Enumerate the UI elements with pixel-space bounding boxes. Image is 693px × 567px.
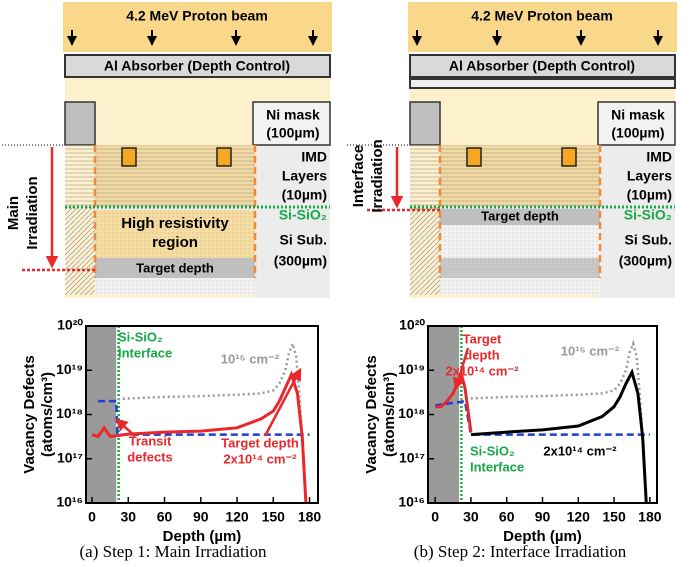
irradiation-label: Irradiation	[24, 176, 41, 249]
y-tick-label: 10²⁰	[399, 317, 425, 333]
annotation: depth	[464, 347, 499, 362]
x-tick-label: 120	[225, 509, 249, 525]
series-line	[471, 372, 646, 503]
irradiation-label: Irradiation	[369, 139, 386, 212]
si-sio2-label: Si-SiO₂	[624, 207, 672, 223]
deep-dots	[440, 258, 600, 278]
series-label: 2x10¹⁴ cm⁻²	[543, 443, 617, 458]
target-label: Target depth	[481, 208, 559, 223]
ni-mask-left	[410, 102, 440, 145]
metal-pad	[467, 148, 481, 166]
y-axis-label: (atoms/cm³)	[381, 372, 398, 457]
absorber-label: Al Absorber (Depth Control)	[449, 58, 635, 74]
region-label: High resistivity	[121, 215, 229, 232]
si-sub-label: Si Sub.	[625, 232, 672, 248]
x-tick-label: 150	[262, 509, 286, 525]
y-tick-label: 10²⁰	[57, 317, 83, 333]
imd-label: (10µm)	[282, 187, 327, 203]
si-sio2-label: Si-SiO₂	[279, 207, 327, 223]
y-tick-label: 10¹⁶	[56, 494, 83, 510]
sub-side	[65, 207, 95, 295]
imd-label: Layers	[627, 168, 672, 184]
sub-side	[410, 207, 440, 295]
metal-pad	[562, 148, 576, 166]
series-line	[98, 344, 306, 503]
annotation: 2x10¹⁴ cm⁻²	[223, 451, 297, 466]
x-tick-label: 0	[88, 509, 96, 525]
annotation: Si-SiO₂	[118, 329, 163, 344]
y-tick-label: 10¹⁷	[399, 449, 425, 465]
y-tick-label: 10¹⁷	[57, 449, 83, 465]
series-label: 10¹⁵ cm⁻²	[561, 343, 620, 358]
imd-label: IMD	[646, 149, 672, 165]
metal-pad	[217, 148, 231, 166]
y-tick-label: 10¹⁸	[56, 405, 83, 421]
series-label: 10¹⁵ cm⁻²	[221, 351, 280, 366]
metal-pad	[122, 148, 136, 166]
y-tick-label: 10¹⁹	[398, 361, 425, 377]
ni-mask-label: (100µm)	[611, 125, 664, 141]
x-tick-label: 30	[121, 509, 137, 525]
x-tick-label: 180	[638, 509, 662, 525]
x-tick-label: 90	[193, 509, 209, 525]
x-tick-label: 0	[431, 509, 439, 525]
y-axis-label: Vacancy Defects	[363, 355, 380, 473]
imd-label: Layers	[282, 168, 327, 184]
si-sub-label: (300µm)	[274, 253, 327, 269]
target-label: Target depth	[136, 260, 214, 275]
ni-mask-label: (100µm)	[266, 125, 319, 141]
si-sub-label: Si Sub.	[280, 232, 327, 248]
x-tick-label: 180	[298, 509, 322, 525]
y-axis-label: (atoms/cm³)	[39, 372, 56, 457]
y-tick-label: 10¹⁸	[398, 405, 425, 421]
x-tick-label: 90	[535, 509, 551, 525]
si-sub-label: (300µm)	[619, 253, 672, 269]
x-tick-label: 60	[157, 509, 173, 525]
absorber-label: Al Absorber (Depth Control)	[104, 58, 290, 74]
imd-label: (10µm)	[627, 187, 672, 203]
annotation: defects	[127, 449, 173, 464]
x-tick-label: 30	[463, 509, 479, 525]
ni-mask-label: Ni mask	[611, 107, 665, 123]
ni-mask-label: Ni mask	[266, 107, 320, 123]
imd-side	[410, 145, 440, 207]
irradiation-label: Main	[5, 196, 22, 230]
region-label: region	[152, 234, 198, 251]
ni-mask-left	[65, 102, 95, 145]
y-tick-label: 10¹⁹	[56, 361, 83, 377]
imd-side	[65, 145, 95, 207]
x-tick-label: 60	[499, 509, 515, 525]
irradiation-label: Interface	[350, 145, 367, 208]
annotation: 2x10¹⁴ cm⁻²	[445, 363, 519, 378]
absorber-2	[410, 79, 675, 88]
y-axis-label: Vacancy Defects	[21, 355, 38, 473]
y-tick-label: 10¹⁶	[398, 494, 425, 510]
annotation: Interface	[118, 345, 172, 360]
imd-label: IMD	[301, 149, 327, 165]
x-axis-label: Depth (µm)	[503, 528, 582, 545]
annotation: Interface	[470, 459, 524, 474]
x-tick-label: 150	[602, 509, 626, 525]
annotation: Si-SiO₂	[470, 443, 515, 458]
annotation: Target	[463, 331, 502, 346]
figure: 4.2 MeV Proton beam Al Absorber (Depth Co…	[0, 0, 693, 567]
x-axis-label: Depth (µm)	[163, 528, 242, 545]
annotation-arrow	[265, 370, 300, 436]
x-tick-label: 120	[567, 509, 591, 525]
beam-label: 4.2 MeV Proton beam	[471, 8, 613, 24]
annotation: Target depth	[221, 435, 299, 450]
beam-label: 4.2 MeV Proton beam	[126, 8, 268, 24]
